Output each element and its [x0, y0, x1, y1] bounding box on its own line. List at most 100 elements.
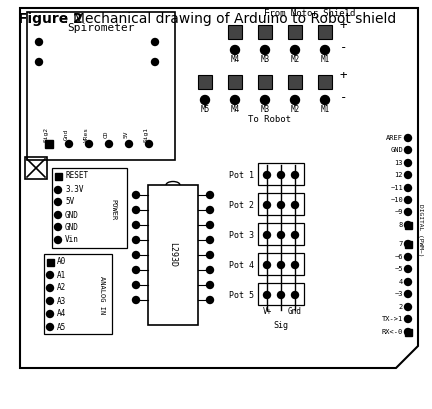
Text: Pot 4: Pot 4 — [229, 261, 254, 270]
Text: V+: V+ — [262, 308, 272, 317]
Circle shape — [206, 281, 213, 288]
Text: ANALOG IN: ANALOG IN — [99, 276, 105, 314]
Circle shape — [206, 267, 213, 274]
Text: Pot 5: Pot 5 — [229, 290, 254, 299]
Bar — [198, 75, 212, 89]
Text: To Robot: To Robot — [248, 115, 292, 124]
Circle shape — [404, 222, 412, 229]
Circle shape — [54, 187, 61, 193]
Circle shape — [404, 303, 412, 310]
Circle shape — [133, 236, 140, 243]
Bar — [228, 75, 242, 89]
Circle shape — [35, 58, 42, 65]
Circle shape — [292, 292, 299, 299]
Circle shape — [47, 297, 54, 304]
Circle shape — [206, 207, 213, 213]
Text: A4: A4 — [57, 310, 66, 319]
Circle shape — [47, 285, 54, 292]
Circle shape — [292, 202, 299, 209]
Text: Pot 3: Pot 3 — [229, 231, 254, 240]
Text: +: + — [340, 70, 347, 83]
Circle shape — [404, 279, 412, 285]
Text: Sig1: Sig1 — [144, 126, 149, 142]
Text: A0: A0 — [57, 258, 66, 267]
Circle shape — [404, 171, 412, 178]
Circle shape — [404, 209, 412, 216]
Text: Spirometer: Spirometer — [67, 23, 135, 33]
Circle shape — [404, 290, 412, 297]
Bar — [258, 283, 304, 305]
Text: 4: 4 — [399, 279, 403, 285]
Bar — [404, 328, 412, 335]
Circle shape — [133, 222, 140, 229]
Text: RESET: RESET — [65, 171, 88, 180]
Circle shape — [133, 191, 140, 198]
Bar — [288, 75, 302, 89]
Text: M3: M3 — [260, 56, 270, 65]
Bar — [45, 140, 53, 148]
Circle shape — [321, 45, 330, 54]
Circle shape — [54, 211, 61, 218]
Text: 8: 8 — [399, 222, 403, 228]
Circle shape — [277, 171, 285, 178]
Text: Gnd: Gnd — [64, 128, 69, 139]
Text: A1: A1 — [57, 270, 66, 279]
Circle shape — [292, 231, 299, 238]
Bar — [27, 12, 175, 160]
Circle shape — [404, 265, 412, 272]
Circle shape — [206, 297, 213, 303]
Text: RX<-0: RX<-0 — [382, 329, 403, 335]
Text: Sig2: Sig2 — [44, 126, 49, 142]
Text: Gnd: Gnd — [288, 308, 302, 317]
Bar — [404, 240, 412, 247]
Text: A3: A3 — [57, 297, 66, 306]
Circle shape — [277, 292, 285, 299]
Circle shape — [404, 160, 412, 166]
Circle shape — [133, 252, 140, 258]
Text: Pot 2: Pot 2 — [229, 200, 254, 209]
Text: M4: M4 — [230, 106, 240, 115]
Text: From Motor Shield: From Motor Shield — [264, 9, 356, 18]
Text: -: - — [340, 92, 347, 105]
Text: GND: GND — [390, 147, 403, 153]
Circle shape — [206, 252, 213, 258]
Circle shape — [206, 236, 213, 243]
Circle shape — [292, 261, 299, 268]
Circle shape — [404, 196, 412, 204]
Circle shape — [231, 95, 239, 105]
Circle shape — [404, 135, 412, 142]
Bar — [288, 25, 302, 39]
Circle shape — [231, 45, 239, 54]
Bar — [404, 222, 412, 229]
Bar — [258, 223, 304, 245]
Bar — [52, 168, 127, 248]
Text: ~3: ~3 — [394, 291, 403, 297]
Text: GND: GND — [65, 222, 79, 231]
Text: L293D: L293D — [168, 243, 178, 267]
Circle shape — [146, 141, 152, 148]
Text: +: + — [340, 20, 347, 32]
Text: M1: M1 — [321, 56, 330, 65]
Circle shape — [206, 222, 213, 229]
Text: VRes: VRes — [84, 126, 89, 142]
Circle shape — [404, 315, 412, 323]
Bar — [258, 253, 304, 275]
Circle shape — [290, 45, 299, 54]
Bar — [318, 25, 332, 39]
Circle shape — [404, 254, 412, 261]
Text: AREF: AREF — [386, 135, 403, 141]
Text: 7: 7 — [399, 241, 403, 247]
Circle shape — [277, 231, 285, 238]
Circle shape — [404, 328, 412, 335]
Text: Sig: Sig — [273, 321, 289, 330]
Bar — [25, 157, 47, 179]
Text: Pot 1: Pot 1 — [229, 171, 254, 180]
Circle shape — [404, 184, 412, 191]
Bar — [318, 75, 332, 89]
Text: GND: GND — [65, 211, 79, 220]
Text: TX->1: TX->1 — [382, 316, 403, 322]
Text: M2: M2 — [290, 106, 300, 115]
Circle shape — [133, 267, 140, 274]
Circle shape — [264, 292, 270, 299]
Circle shape — [133, 281, 140, 288]
